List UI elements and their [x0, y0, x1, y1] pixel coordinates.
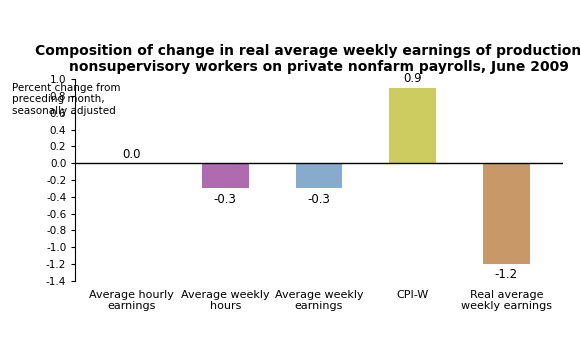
- Text: -0.3: -0.3: [214, 193, 237, 206]
- Text: 0.9: 0.9: [403, 72, 422, 85]
- Bar: [389, 87, 436, 163]
- Bar: [202, 163, 249, 188]
- Text: -0.3: -0.3: [307, 193, 331, 206]
- Text: Percent change from
preceding month,
seasonally adjusted: Percent change from preceding month, sea…: [12, 83, 120, 116]
- Bar: [296, 163, 342, 188]
- Title: Composition of change in real average weekly earnings of production or
nonsuperv: Composition of change in real average we…: [35, 44, 580, 74]
- Bar: [483, 163, 530, 264]
- Text: 0.0: 0.0: [122, 148, 141, 161]
- Text: -1.2: -1.2: [495, 268, 518, 281]
